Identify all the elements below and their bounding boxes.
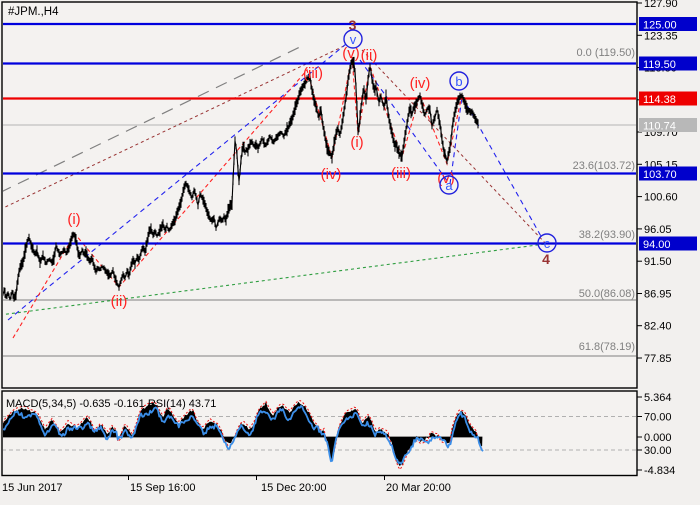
- svg-text:91.50: 91.50: [644, 256, 672, 268]
- svg-text:MACD(5,34,5) -0.635 -0.161 RSI: MACD(5,34,5) -0.635 -0.161 RSI(14) 43.71: [6, 398, 216, 410]
- svg-text:114.38: 114.38: [643, 94, 676, 106]
- svg-text:86.95: 86.95: [644, 289, 672, 301]
- svg-text:(ii): (ii): [111, 293, 128, 310]
- svg-text:b: b: [455, 74, 462, 89]
- svg-text:(ii): (ii): [361, 47, 378, 64]
- svg-text:103.70: 103.70: [643, 169, 677, 181]
- svg-text:77.85: 77.85: [644, 353, 672, 365]
- svg-text:(i): (i): [67, 211, 80, 228]
- svg-text:#JPM.,H4: #JPM.,H4: [8, 6, 59, 18]
- svg-text:82.40: 82.40: [644, 321, 672, 333]
- svg-text:94.00: 94.00: [643, 239, 671, 251]
- svg-text:0.0 (119.50): 0.0 (119.50): [576, 47, 635, 59]
- svg-text:15 Sep 16:00: 15 Sep 16:00: [130, 482, 195, 494]
- svg-text:20 Mar 20:00: 20 Mar 20:00: [386, 482, 451, 494]
- svg-text:123.35: 123.35: [644, 30, 678, 42]
- svg-text:(v): (v): [437, 170, 455, 187]
- svg-text:30.00: 30.00: [644, 445, 672, 457]
- svg-text:96.05: 96.05: [644, 224, 672, 236]
- svg-text:(i): (i): [350, 134, 363, 151]
- svg-text:c: c: [544, 236, 551, 251]
- svg-text:3: 3: [349, 17, 357, 33]
- svg-text:(iii): (iii): [391, 165, 411, 182]
- svg-text:(iv): (iv): [410, 75, 431, 92]
- svg-text:70.00: 70.00: [644, 412, 672, 424]
- svg-text:50.0(86.08): 50.0(86.08): [579, 288, 635, 300]
- svg-text:(iii): (iii): [303, 65, 323, 82]
- svg-text:a: a: [445, 178, 453, 193]
- svg-text:15 Jun 2017: 15 Jun 2017: [2, 482, 63, 494]
- svg-text:(v): (v): [342, 45, 360, 62]
- svg-text:(iv): (iv): [321, 166, 342, 183]
- svg-text:100.60: 100.60: [644, 192, 678, 204]
- svg-text:v: v: [350, 32, 357, 47]
- svg-text:125.00: 125.00: [643, 20, 677, 32]
- svg-text:4: 4: [542, 251, 550, 267]
- svg-text:110.74: 110.74: [643, 121, 676, 133]
- svg-text:15 Dec 20:00: 15 Dec 20:00: [261, 482, 326, 494]
- svg-text:23.6(103.72): 23.6(103.72): [573, 160, 635, 172]
- svg-text:61.8(78.19): 61.8(78.19): [579, 341, 635, 353]
- svg-text:119.50: 119.50: [643, 59, 676, 71]
- svg-text:0.000: 0.000: [644, 432, 672, 444]
- svg-text:-4.834: -4.834: [644, 465, 675, 477]
- svg-text:38.2(93.90): 38.2(93.90): [579, 229, 635, 241]
- svg-text:127.90: 127.90: [644, 0, 678, 10]
- svg-text:5.364: 5.364: [644, 392, 672, 404]
